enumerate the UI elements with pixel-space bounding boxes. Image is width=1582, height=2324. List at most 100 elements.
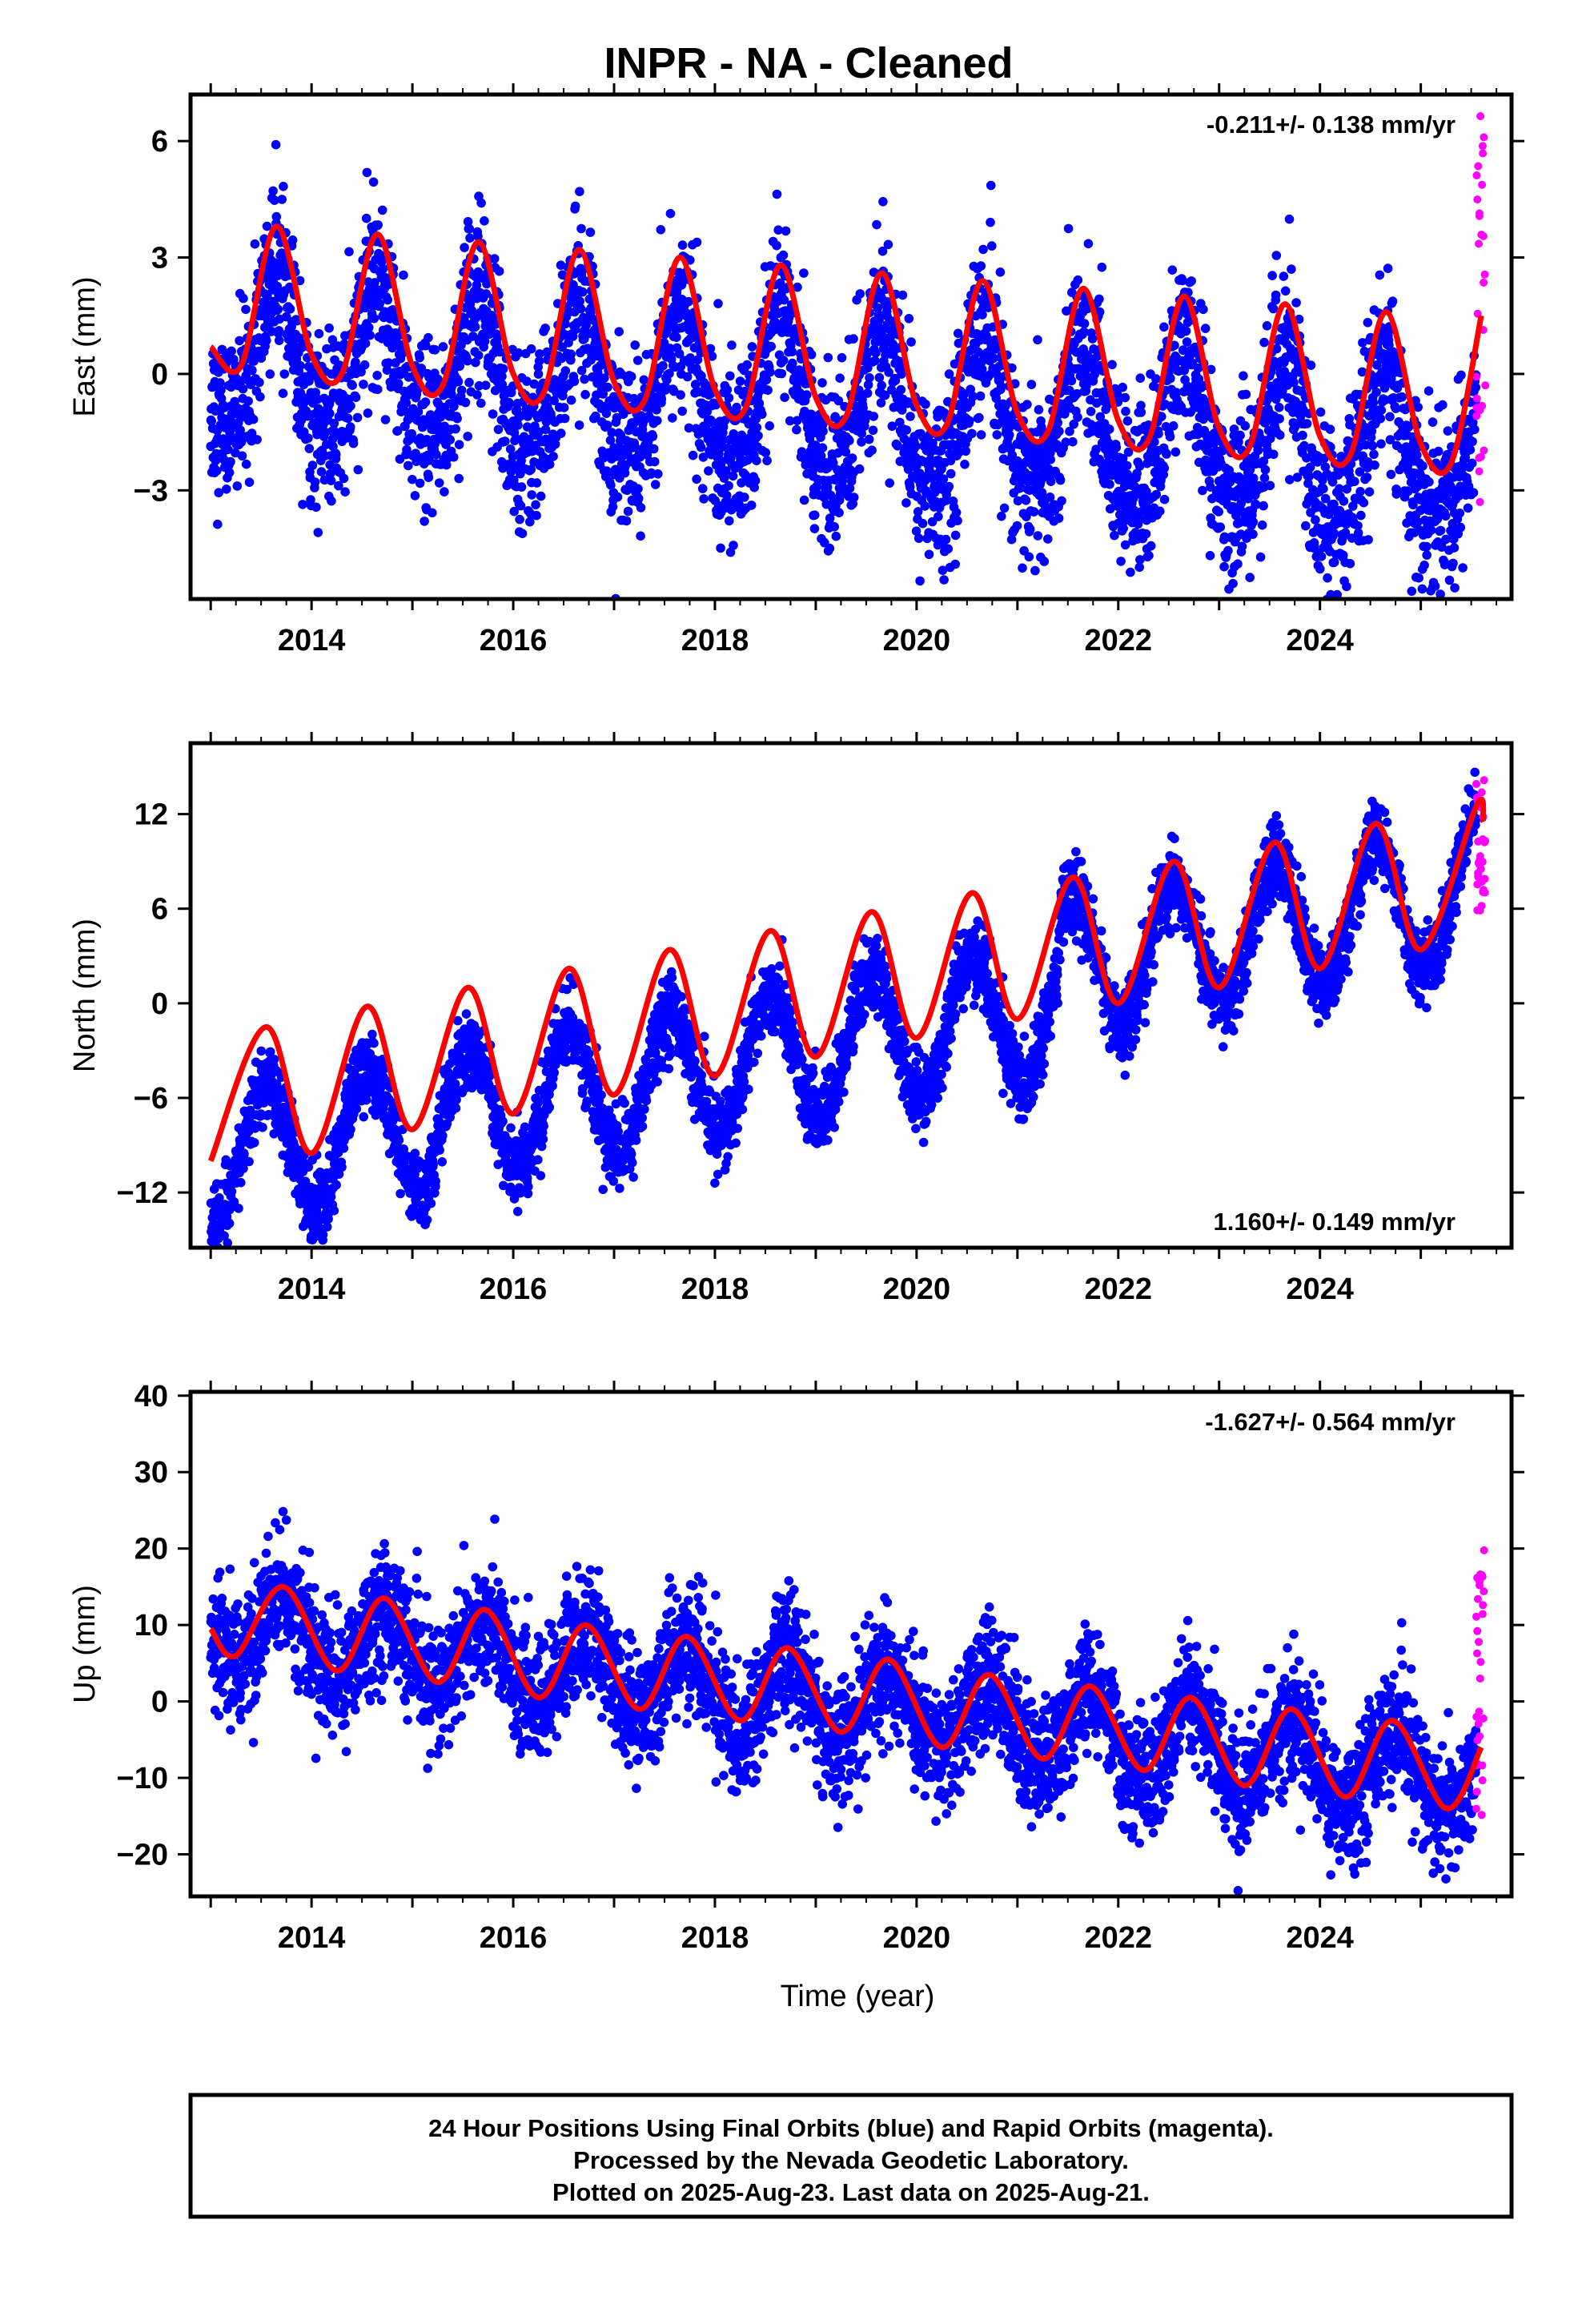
data-point xyxy=(1269,449,1279,460)
data-point xyxy=(682,372,693,382)
rapid-point xyxy=(1476,497,1484,506)
data-point xyxy=(1315,407,1326,417)
data-point xyxy=(777,368,787,379)
data-point xyxy=(729,541,738,550)
data-point xyxy=(606,480,616,490)
data-point xyxy=(1182,337,1192,347)
data-point xyxy=(1110,530,1119,541)
data-point xyxy=(271,211,282,222)
data-point xyxy=(494,266,504,276)
panel-frame xyxy=(188,92,1514,601)
data-point xyxy=(913,507,923,517)
data-point xyxy=(1181,326,1191,336)
data-point xyxy=(868,425,878,436)
data-point xyxy=(1083,239,1094,249)
data-point xyxy=(1412,450,1422,460)
data-point xyxy=(699,494,709,504)
data-point xyxy=(1072,388,1082,399)
data-point xyxy=(570,201,580,211)
rapid-point xyxy=(1479,231,1488,240)
data-point xyxy=(1087,427,1097,436)
data-point xyxy=(274,326,284,336)
data-point xyxy=(285,304,295,314)
data-point xyxy=(1362,472,1372,482)
data-point xyxy=(413,407,424,416)
data-point xyxy=(1433,446,1443,456)
data-point xyxy=(1341,519,1351,529)
data-point xyxy=(1105,479,1114,489)
data-point xyxy=(1456,370,1466,380)
data-point xyxy=(480,380,491,391)
data-point xyxy=(757,409,767,420)
data-point xyxy=(992,430,1002,440)
data-point xyxy=(243,396,253,406)
data-point xyxy=(1057,496,1066,506)
data-point xyxy=(978,244,988,255)
data-point xyxy=(362,167,372,178)
data-point xyxy=(728,471,738,481)
data-point xyxy=(1463,503,1473,513)
data-point xyxy=(392,426,403,436)
data-point xyxy=(737,478,746,488)
data-point xyxy=(1168,421,1178,431)
data-point xyxy=(1079,319,1090,328)
data-point xyxy=(460,397,471,408)
data-point xyxy=(1302,453,1311,463)
data-point xyxy=(1465,444,1476,455)
data-point xyxy=(239,1164,248,1173)
data-point xyxy=(1087,334,1098,344)
data-point xyxy=(1355,487,1365,497)
data-point xyxy=(262,221,272,231)
data-point xyxy=(559,403,569,412)
data-point xyxy=(1046,448,1055,458)
data-point xyxy=(1439,560,1450,569)
data-point xyxy=(1228,578,1238,589)
data-point xyxy=(513,420,523,430)
rapid-point xyxy=(1480,446,1488,455)
data-point xyxy=(1345,559,1355,569)
data-point xyxy=(1024,552,1034,562)
data-point xyxy=(1335,484,1344,494)
data-point xyxy=(327,335,338,345)
data-point xyxy=(493,424,504,435)
data-point xyxy=(1046,455,1055,464)
data-point xyxy=(238,384,248,394)
data-point xyxy=(509,506,519,517)
data-point xyxy=(872,219,881,230)
data-point xyxy=(1298,430,1307,440)
data-point xyxy=(402,444,412,455)
data-point xyxy=(943,544,954,554)
data-point xyxy=(1255,552,1266,562)
data-point xyxy=(433,374,443,384)
data-point xyxy=(951,508,962,517)
data-point xyxy=(1359,347,1370,356)
data-point xyxy=(380,415,391,424)
data-point xyxy=(432,449,441,460)
data-point xyxy=(383,358,394,368)
data-point xyxy=(370,278,379,287)
data-point xyxy=(250,239,260,249)
data-point xyxy=(636,531,645,541)
data-point xyxy=(526,464,536,475)
data-point xyxy=(1248,517,1259,527)
data-point xyxy=(454,440,464,449)
data-point xyxy=(1271,290,1281,300)
data-point xyxy=(913,533,924,543)
data-point xyxy=(1132,468,1142,478)
data-point xyxy=(1285,475,1295,485)
data-point xyxy=(649,456,660,467)
data-point xyxy=(304,444,315,453)
data-point xyxy=(216,385,226,395)
data-point xyxy=(817,443,828,452)
data-point xyxy=(648,432,658,441)
data-point xyxy=(295,360,305,371)
data-point xyxy=(704,466,713,476)
data-point xyxy=(688,450,698,460)
data-point xyxy=(324,323,334,333)
y-tick-label: 3 xyxy=(151,242,168,275)
x-tick-label: 2014 xyxy=(278,624,346,657)
data-point xyxy=(1094,294,1104,304)
data-point xyxy=(353,464,363,475)
data-point xyxy=(1427,637,1437,647)
data-point xyxy=(1215,522,1226,532)
